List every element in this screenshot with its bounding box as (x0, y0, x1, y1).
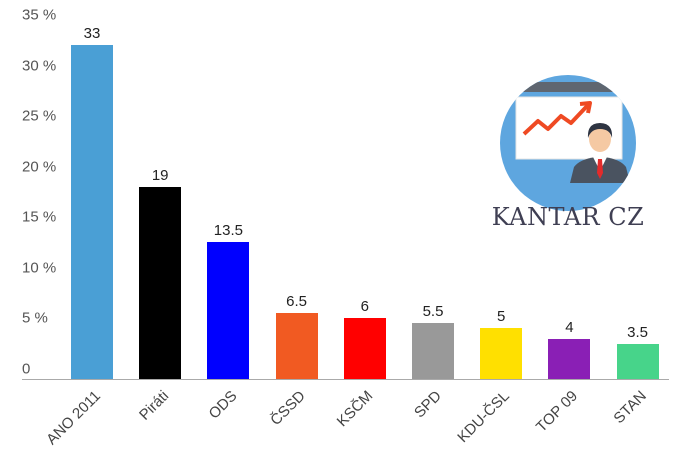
bar (71, 45, 113, 379)
x-tick-label: ANO 2011 (43, 387, 105, 449)
bar (139, 186, 182, 379)
x-tick-label: TOP 09 (533, 387, 582, 436)
bar (207, 242, 250, 379)
x-tick-label: ČSSD (267, 387, 309, 429)
bar-value-label: 5 (497, 308, 506, 326)
bar (616, 343, 659, 379)
y-tick-label: 35 % (22, 6, 57, 24)
bar (548, 338, 591, 379)
brand-name: KANTAR CZ (491, 203, 645, 231)
bar-value-label: 6.5 (286, 293, 308, 311)
bar-value-label: 4 (565, 318, 574, 336)
bar-value-label: 5.5 (422, 303, 444, 321)
bar (412, 323, 454, 379)
y-tick-label: 15 % (22, 208, 57, 226)
x-tick-label: Piráti (136, 387, 173, 424)
x-tick-label: KSČM (334, 387, 377, 431)
x-tick-label: STAN (610, 387, 650, 428)
bar (275, 313, 318, 379)
presentation-chart-presenter-icon (508, 82, 630, 183)
x-tick-label: SPD (411, 387, 446, 422)
kantar-logo (500, 75, 636, 211)
x-axis-line (22, 379, 669, 380)
bar-value-label: 3.5 (627, 323, 649, 341)
bar-value-label: 33 (83, 25, 101, 43)
x-tick-label: KDU-ČSL (454, 387, 514, 447)
y-tick-label: 30 % (22, 57, 57, 75)
bar-value-label: 19 (151, 166, 169, 184)
x-tick-label: ODS (205, 387, 241, 423)
y-tick-label: 10 % (22, 259, 57, 277)
bar (480, 328, 523, 379)
y-tick-label: 20 % (22, 158, 57, 176)
bar-value-label: 13.5 (213, 222, 243, 240)
bar (343, 318, 386, 379)
bar-value-label: 6 (360, 298, 369, 316)
y-tick-label: 25 % (22, 107, 57, 125)
y-tick-label: 0 (22, 360, 31, 378)
y-tick-label: 5 % (22, 309, 48, 327)
